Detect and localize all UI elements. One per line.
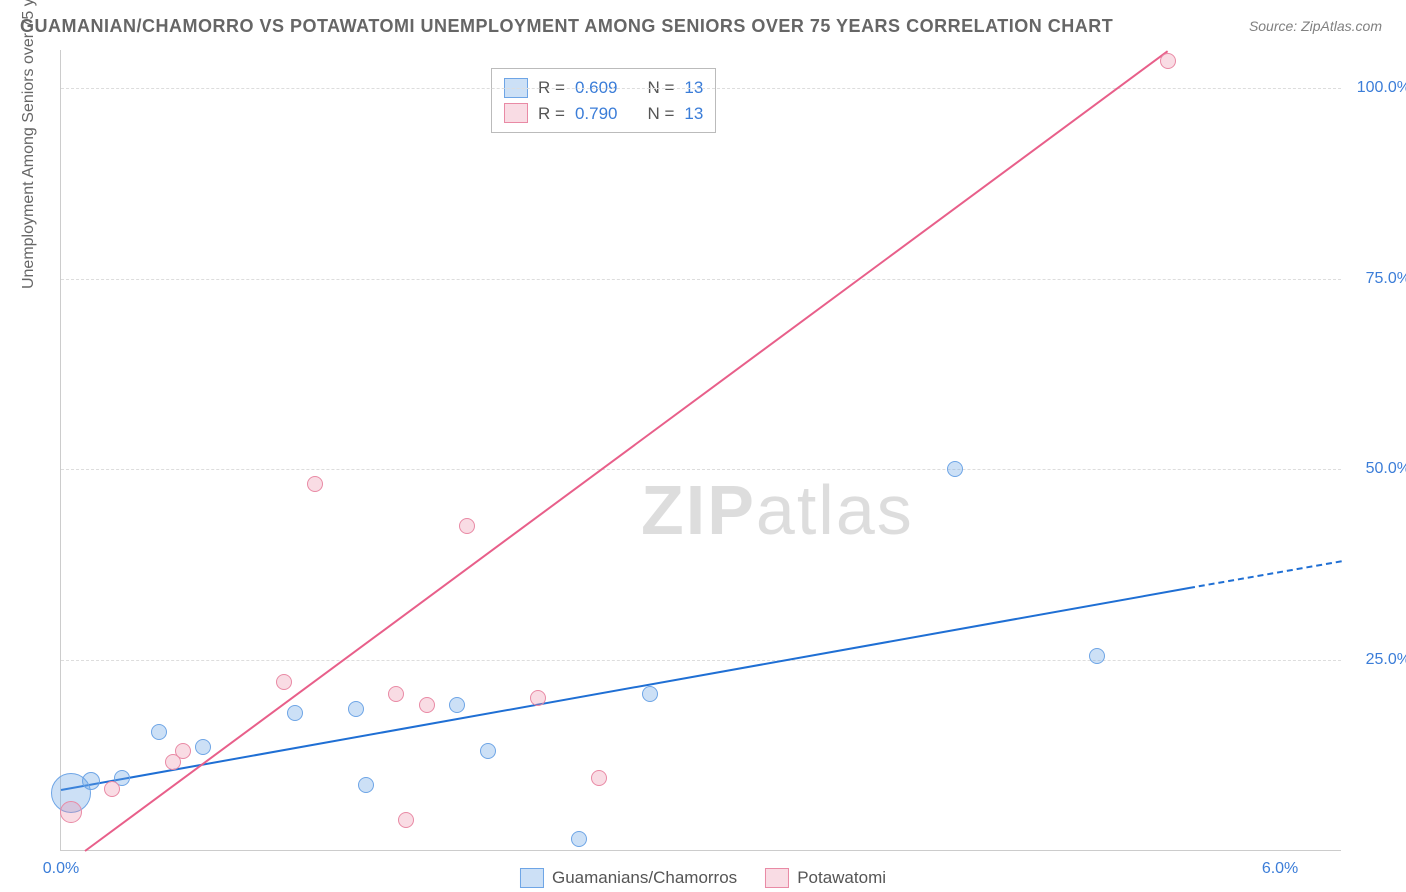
r-prefix: R = [538, 101, 565, 127]
data-point [82, 772, 100, 790]
r-value-potawatomi: 0.790 [575, 101, 618, 127]
data-point [104, 781, 120, 797]
n-value-potawatomi: 13 [684, 101, 703, 127]
n-prefix: N = [647, 101, 674, 127]
data-point [571, 831, 587, 847]
x-tick-label: 6.0% [1262, 860, 1298, 878]
data-point [60, 801, 82, 823]
gridline [61, 660, 1341, 661]
data-point [151, 724, 167, 740]
trend-line [85, 50, 1169, 852]
watermark: ZIPatlas [641, 470, 914, 550]
swatch-potawatomi-icon [765, 868, 789, 888]
data-point [1160, 53, 1176, 69]
data-point [348, 701, 364, 717]
data-point [307, 476, 323, 492]
y-tick-label: 75.0% [1351, 270, 1406, 288]
trend-line [1188, 560, 1341, 589]
data-point [947, 461, 963, 477]
y-tick-label: 100.0% [1351, 79, 1406, 97]
swatch-guamanian-icon [520, 868, 544, 888]
data-point [459, 518, 475, 534]
legend-item-potawatomi: Potawatomi [765, 868, 886, 888]
data-point [642, 686, 658, 702]
data-point [449, 697, 465, 713]
y-axis-label: Unemployment Among Seniors over 75 years [20, 0, 38, 289]
chart-title: GUAMANIAN/CHAMORRO VS POTAWATOMI UNEMPLO… [20, 16, 1113, 37]
watermark-atlas: atlas [756, 471, 914, 549]
source-label: Source: ZipAtlas.com [1249, 18, 1382, 34]
data-point [358, 777, 374, 793]
x-tick-label: 0.0% [43, 860, 79, 878]
trend-line [61, 587, 1189, 791]
watermark-zip: ZIP [641, 471, 756, 549]
gridline [61, 88, 1341, 89]
data-point [287, 705, 303, 721]
data-point [276, 674, 292, 690]
legend-label-potawatomi: Potawatomi [797, 868, 886, 888]
plot-area: ZIPatlas R = 0.609 N = 13 R = 0.790 N = … [60, 50, 1341, 851]
data-point [388, 686, 404, 702]
y-tick-label: 25.0% [1351, 651, 1406, 669]
gridline [61, 469, 1341, 470]
legend-item-guamanian: Guamanians/Chamorros [520, 868, 737, 888]
data-point [1089, 648, 1105, 664]
data-point [175, 743, 191, 759]
legend-label-guamanian: Guamanians/Chamorros [552, 868, 737, 888]
series-legend: Guamanians/Chamorros Potawatomi [520, 868, 886, 888]
data-point [530, 690, 546, 706]
data-point [480, 743, 496, 759]
data-point [398, 812, 414, 828]
data-point [419, 697, 435, 713]
legend-row-potawatomi: R = 0.790 N = 13 [504, 101, 703, 127]
data-point [195, 739, 211, 755]
y-tick-label: 50.0% [1351, 460, 1406, 478]
swatch-potawatomi [504, 103, 528, 123]
gridline [61, 279, 1341, 280]
data-point [591, 770, 607, 786]
correlation-legend: R = 0.609 N = 13 R = 0.790 N = 13 [491, 68, 716, 133]
